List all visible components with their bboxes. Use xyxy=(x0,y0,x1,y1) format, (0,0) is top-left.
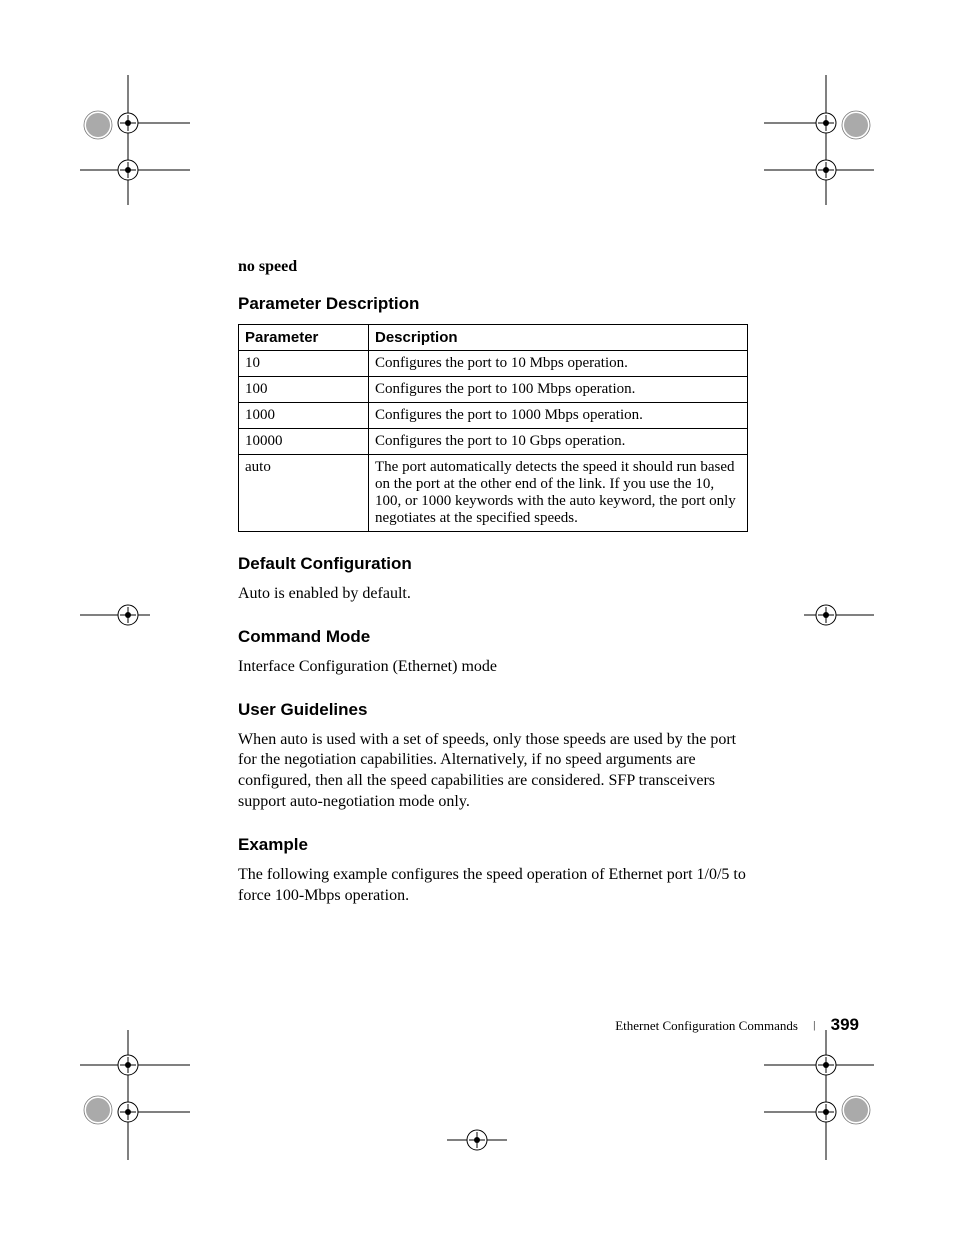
page-footer: Ethernet Configuration Commands | 399 xyxy=(615,1015,859,1035)
table-cell-param: 100 xyxy=(239,377,369,403)
command-mode-heading: Command Mode xyxy=(238,627,748,647)
table-row: 10Configures the port to 10 Mbps operati… xyxy=(239,351,748,377)
crop-mark-bottom-left xyxy=(80,1030,190,1160)
user-guidelines-text: When auto is used with a set of speeds, … xyxy=(238,730,748,813)
table-header-param: Parameter xyxy=(239,325,369,351)
table-row: 1000Configures the port to 1000 Mbps ope… xyxy=(239,403,748,429)
crop-mark-top-right xyxy=(764,75,874,205)
table-cell-param: 10 xyxy=(239,351,369,377)
crop-mark-mid-left xyxy=(80,595,150,635)
table-row: 100Configures the port to 100 Mbps opera… xyxy=(239,377,748,403)
table-row: 10000Configures the port to 10 Gbps oper… xyxy=(239,429,748,455)
table-cell-desc: The port automatically detects the speed… xyxy=(369,455,748,532)
footer-page-number: 399 xyxy=(831,1015,859,1034)
command-mode-text: Interface Configuration (Ethernet) mode xyxy=(238,657,748,678)
default-config-text: Auto is enabled by default. xyxy=(238,584,748,605)
footer-chapter: Ethernet Configuration Commands xyxy=(615,1018,798,1033)
table-cell-param: auto xyxy=(239,455,369,532)
example-text: The following example configures the spe… xyxy=(238,865,748,907)
table-cell-desc: Configures the port to 10 Gbps operation… xyxy=(369,429,748,455)
parameter-heading: Parameter Description xyxy=(238,294,748,314)
table-cell-desc: Configures the port to 10 Mbps operation… xyxy=(369,351,748,377)
user-guidelines-heading: User Guidelines xyxy=(238,700,748,720)
command-syntax: no speed xyxy=(238,258,748,276)
table-cell-param: 1000 xyxy=(239,403,369,429)
table-cell-desc: Configures the port to 1000 Mbps operati… xyxy=(369,403,748,429)
table-row: autoThe port automatically detects the s… xyxy=(239,455,748,532)
table-cell-desc: Configures the port to 100 Mbps operatio… xyxy=(369,377,748,403)
footer-separator: | xyxy=(813,1019,815,1031)
table-header-desc: Description xyxy=(369,325,748,351)
table-cell-param: 10000 xyxy=(239,429,369,455)
default-config-heading: Default Configuration xyxy=(238,554,748,574)
crop-mark-bottom-center xyxy=(447,1120,507,1160)
example-heading: Example xyxy=(238,835,748,855)
crop-mark-top-left xyxy=(80,75,190,205)
parameter-table: Parameter Description 10Configures the p… xyxy=(238,324,748,532)
page-content: no speed Parameter Description Parameter… xyxy=(238,258,748,916)
crop-mark-mid-right xyxy=(804,595,874,635)
crop-mark-bottom-right xyxy=(764,1030,874,1160)
